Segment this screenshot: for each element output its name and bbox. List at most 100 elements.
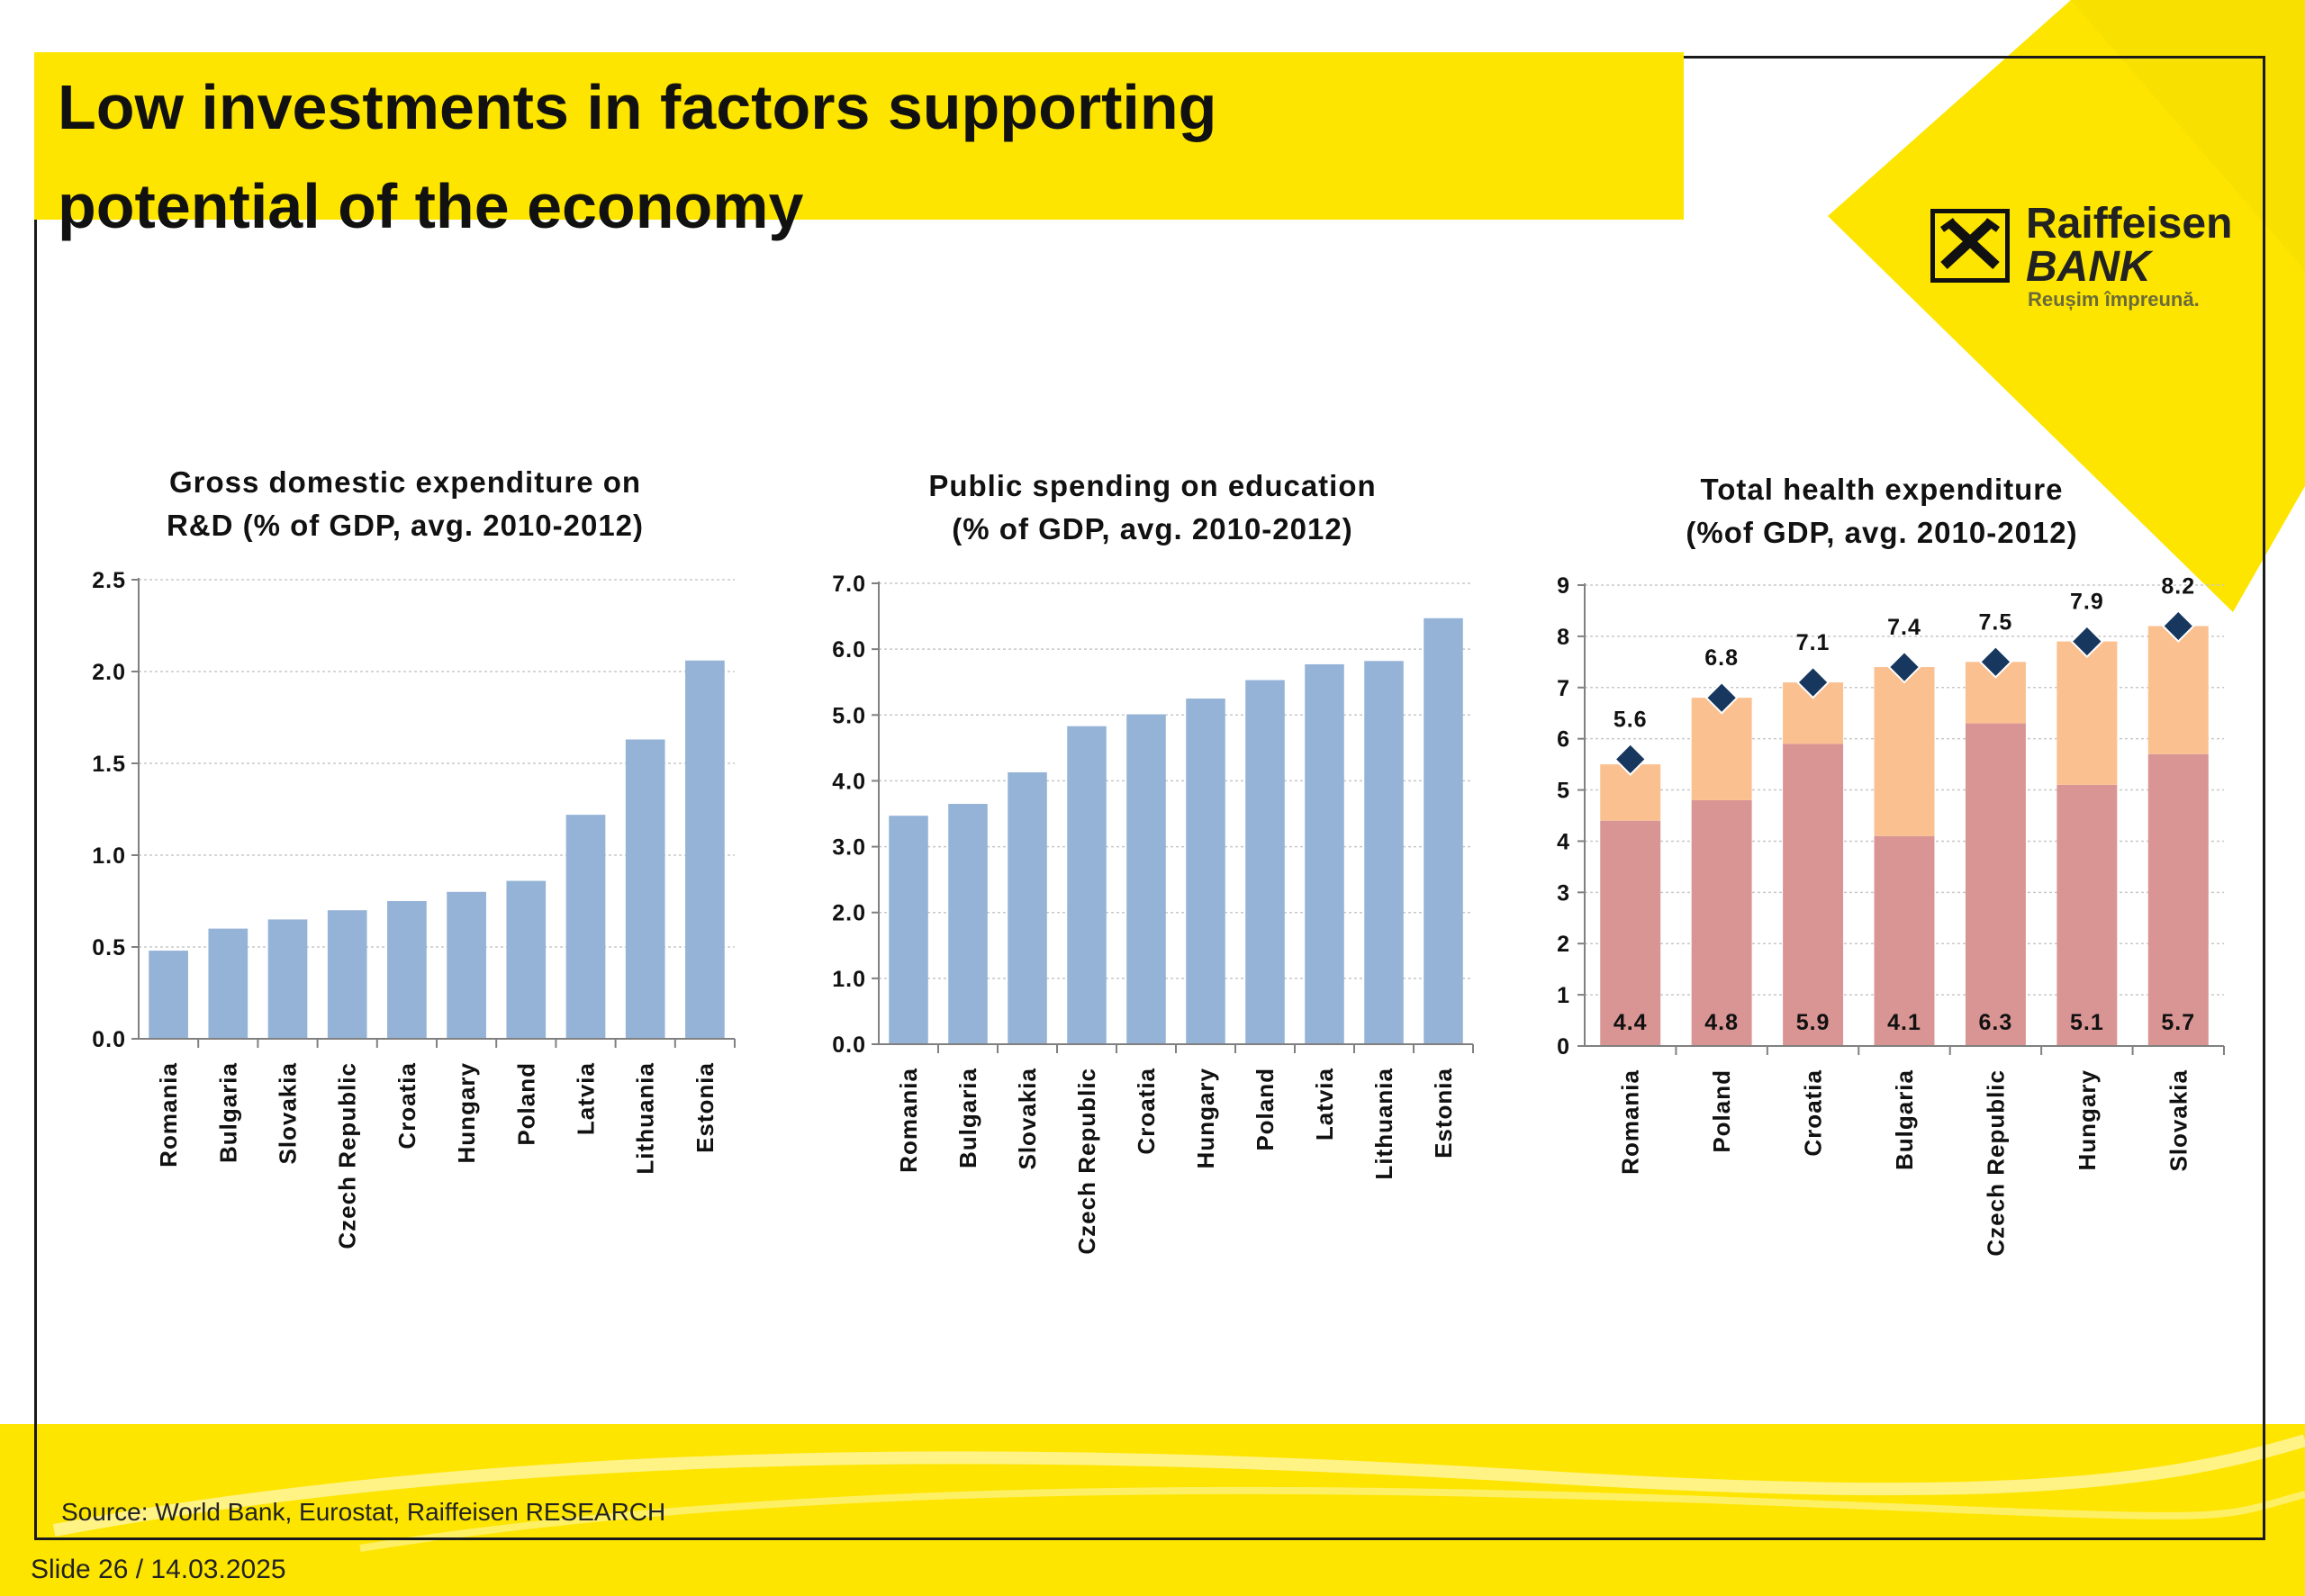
x-category-label: Poland	[1708, 1069, 1735, 1153]
chart-education-spending: Public spending on education (% of GDP, …	[792, 450, 1513, 1296]
bar	[506, 880, 547, 1039]
swoosh-line	[52, 1434, 2305, 1537]
logo-tagline: Reușim împreună.	[2028, 288, 2200, 311]
total-marker	[2070, 625, 2104, 658]
y-tick-label: 7.0	[832, 572, 866, 597]
total-marker	[1887, 650, 1921, 684]
data-label-total: 7.5	[1979, 609, 2013, 635]
bar	[1008, 771, 1047, 1044]
bar	[1364, 661, 1404, 1044]
bar	[1245, 680, 1285, 1044]
x-category-label: Croatia	[1133, 1068, 1160, 1155]
chart-title: Gross domestic expenditure on R&D (% of …	[54, 461, 756, 547]
chart-title: Total health expenditure (%of GDP, avg. …	[1522, 468, 2242, 555]
total-marker	[1614, 743, 1648, 776]
y-tick-label: 6	[1557, 727, 1570, 753]
y-tick-label: 5.0	[832, 703, 866, 728]
data-label-base: 5.9	[1796, 1010, 1830, 1035]
raiffeisen-crossed-gables-icon	[1930, 209, 2010, 283]
data-label-base: 4.1	[1887, 1010, 1921, 1035]
bar-public-segment	[1691, 799, 1752, 1046]
y-tick-label: 0.0	[832, 1032, 866, 1058]
chart-title-line2: R&D (% of GDP, avg. 2010-2012)	[166, 509, 645, 542]
data-label-total: 6.8	[1704, 645, 1739, 671]
title-band	[34, 52, 1684, 220]
bar	[565, 815, 606, 1039]
bar	[387, 901, 427, 1039]
y-tick-label: 4	[1557, 829, 1570, 854]
y-tick-label: 4.0	[832, 769, 866, 794]
raiffeisen-logo: Raiffeisen BANK Reușim împreună.	[1927, 198, 2260, 320]
bar-private-segment	[1874, 667, 1935, 836]
slide-footer: Slide 26 / 14.03.2025	[31, 1555, 286, 1584]
x-category-label: Romania	[895, 1068, 922, 1173]
bar-public-segment	[1874, 835, 1935, 1046]
y-tick-label: 1.0	[92, 843, 126, 869]
total-marker	[1796, 665, 1830, 699]
y-tick-label: 1	[1557, 983, 1570, 1008]
chart-title-line2: (%of GDP, avg. 2010-2012)	[1686, 516, 2078, 549]
bar	[889, 816, 928, 1044]
data-label-total: 7.9	[2070, 590, 2104, 615]
bar	[1305, 663, 1344, 1044]
bar-public-segment	[1783, 744, 1844, 1046]
total-marker	[1704, 681, 1739, 715]
bar	[685, 660, 725, 1039]
x-category-label: Hungary	[453, 1062, 480, 1163]
chart-rd-expenditure: Gross domestic expenditure on R&D (% of …	[54, 450, 756, 1296]
bar	[1424, 618, 1463, 1044]
x-category-label: Czech Republic	[1073, 1068, 1100, 1255]
chart-title-line1: Gross domestic expenditure on	[168, 465, 642, 499]
y-tick-label: 0.5	[92, 935, 126, 960]
y-tick-label: 0	[1557, 1034, 1570, 1059]
x-category-label: Romania	[1617, 1069, 1644, 1175]
y-tick-label: 2.0	[832, 901, 866, 926]
y-tick-label: 2.5	[92, 568, 126, 593]
x-category-label: Lithuania	[1370, 1068, 1397, 1180]
x-category-label: Czech Republic	[1982, 1069, 2009, 1257]
y-tick-label: 1.5	[92, 752, 126, 777]
x-category-label: Poland	[1252, 1068, 1279, 1151]
logo-name: Raiffeisen	[2026, 200, 2233, 248]
y-tick-label: 7	[1557, 676, 1570, 701]
source-note: Source: World Bank, Eurostat, Raiffeisen…	[61, 1498, 666, 1526]
data-label-total: 8.2	[2161, 574, 2195, 600]
chart-title-line1: Total health expenditure	[1700, 473, 2064, 506]
chart-title: Public spending on education (% of GDP, …	[792, 464, 1513, 551]
x-category-label: Latvia	[573, 1062, 600, 1135]
x-category-label: Estonia	[1430, 1068, 1457, 1159]
slide-title-line1: Low investments in factors supporting	[58, 72, 1217, 142]
chart-health-expenditure: Total health expenditure (%of GDP, avg. …	[1531, 450, 2251, 1296]
logo-sub: BANK	[2026, 243, 2151, 291]
bar	[1126, 714, 1166, 1044]
x-category-label: Latvia	[1311, 1068, 1338, 1141]
bar-private-segment	[1691, 698, 1752, 800]
x-category-label: Romania	[155, 1062, 182, 1168]
x-category-label: Slovakia	[2165, 1069, 2192, 1172]
data-label-base: 6.3	[1979, 1010, 2013, 1035]
data-label-total: 5.6	[1614, 707, 1648, 732]
data-label-base: 5.1	[2070, 1010, 2104, 1035]
chart-svg: 0.0 0.5 1.0 1.5 2.0 2.5 Romania Bulgaria Slovaki…	[92, 568, 736, 1249]
x-category-label: Lithuania	[632, 1062, 659, 1175]
bar-public-segment	[2056, 784, 2118, 1046]
y-tick-label: 8	[1557, 625, 1570, 650]
data-label-total: 7.1	[1796, 630, 1830, 655]
y-tick-label: 9	[1557, 573, 1570, 599]
data-label-base: 4.8	[1704, 1010, 1739, 1035]
data-label-base: 4.4	[1614, 1010, 1648, 1035]
y-tick-label: 6.0	[832, 637, 866, 663]
bar-private-segment	[2147, 626, 2209, 754]
x-category-label: Slovakia	[1014, 1068, 1041, 1170]
x-category-label: Estonia	[692, 1062, 719, 1153]
data-label-total: 7.4	[1887, 615, 1921, 640]
bar	[208, 928, 249, 1039]
chart-svg: 0 1 2 3 4 5 6 7 8 9 4.4 5.6 Romania 4.8 6.8 Poland 5.9 7.…	[1557, 573, 2225, 1257]
chart-title-line2: (% of GDP, avg. 2010-2012)	[952, 512, 1353, 546]
chart-svg: 0.0 1.0 2.0 3.0 4.0 5.0 6.0 7.0 Romania Bulgaria S…	[832, 572, 1474, 1255]
total-marker	[2161, 609, 2195, 643]
data-label-base: 5.7	[2161, 1010, 2195, 1035]
yellow-corner-highlight	[2071, 0, 2305, 270]
